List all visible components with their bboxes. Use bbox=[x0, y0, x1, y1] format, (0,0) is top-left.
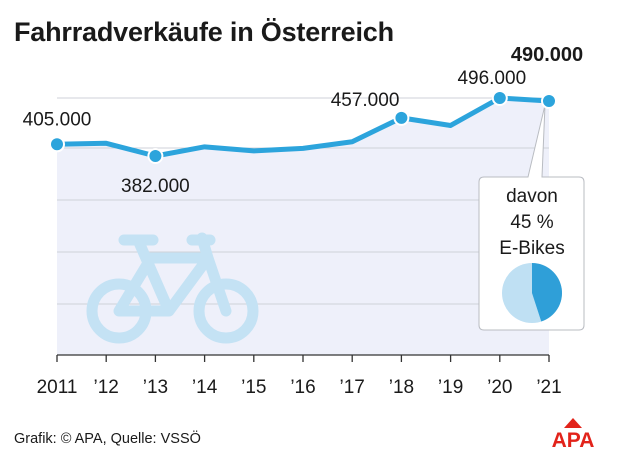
callout-box bbox=[478, 104, 585, 331]
x-tick-label: ’21 bbox=[536, 377, 561, 398]
data-label: 405.000 bbox=[23, 109, 92, 130]
logo-text: APA bbox=[552, 429, 595, 448]
x-tick-label: 2011 bbox=[37, 377, 78, 398]
x-tick-label: ’20 bbox=[487, 377, 512, 398]
e-bike-callout: davon 45 % E-Bikes bbox=[478, 104, 585, 331]
data-point bbox=[393, 109, 410, 126]
data-label: 382.000 bbox=[121, 176, 190, 197]
x-tick-label: ’16 bbox=[290, 377, 315, 398]
data-point bbox=[541, 93, 557, 110]
series-line bbox=[54, 95, 552, 159]
x-tick-label: ’19 bbox=[438, 377, 463, 398]
x-tick-label: ’14 bbox=[192, 377, 218, 398]
x-tick-label: ’13 bbox=[143, 377, 168, 398]
x-tick-label: ’15 bbox=[241, 377, 266, 398]
callout-line: E-Bikes bbox=[499, 238, 564, 259]
pie-slice-e-bikes bbox=[532, 263, 563, 322]
callout-line: davon bbox=[506, 186, 558, 207]
x-tick-label: ’17 bbox=[340, 377, 365, 398]
callout-line: 45 % bbox=[510, 212, 553, 233]
data-point bbox=[491, 90, 508, 106]
bicycle-icon bbox=[86, 232, 259, 344]
x-tick-label: ’18 bbox=[389, 377, 414, 398]
data-label: 457.000 bbox=[331, 90, 400, 111]
chart-title: Fahrradverkäufe in Österreich bbox=[14, 17, 394, 47]
data-label: 490.000 bbox=[511, 44, 583, 66]
data-point bbox=[147, 148, 164, 164]
source-note: Grafik: © APA, Quelle: VSSÖ bbox=[14, 431, 201, 447]
x-tick-label: ’12 bbox=[94, 377, 119, 398]
data-point bbox=[49, 136, 65, 153]
data-label: 496.000 bbox=[457, 68, 526, 89]
apa-logo: APA bbox=[552, 418, 595, 448]
